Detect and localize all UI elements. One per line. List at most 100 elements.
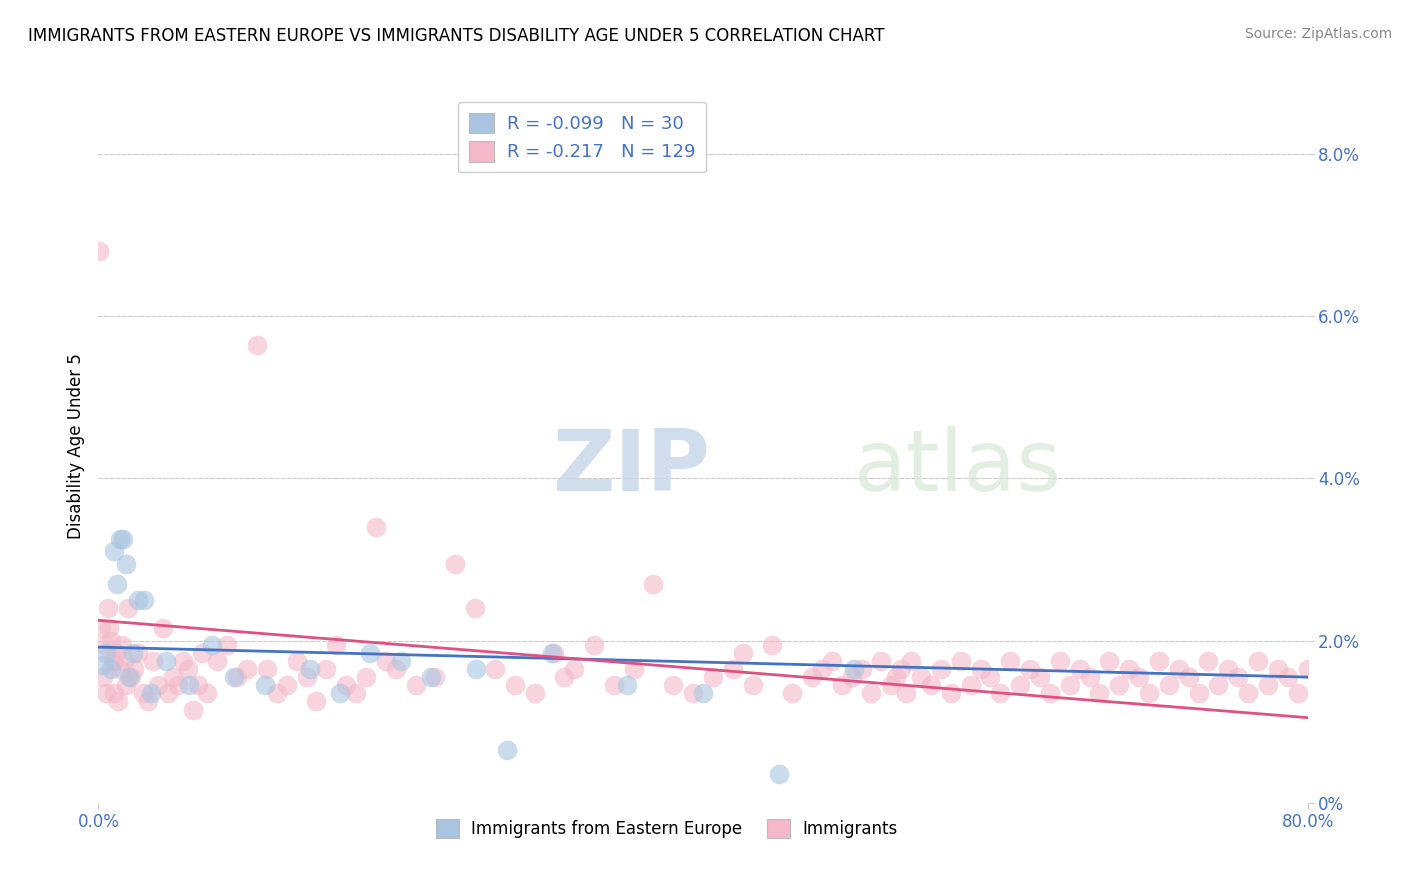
Point [90, 622, 112, 636]
Point [105, 577, 128, 591]
Point [1029, 670, 1052, 684]
Point [851, 662, 873, 676]
Point [1000, 654, 1022, 668]
Point [731, 646, 754, 660]
Point [811, 662, 834, 676]
Point [107, 694, 129, 708]
Text: ZIP: ZIP [551, 425, 710, 509]
Point [100, 662, 122, 676]
Point [929, 662, 952, 676]
Point [142, 654, 165, 668]
Point [741, 678, 763, 692]
Point [141, 686, 163, 700]
Point [484, 662, 506, 676]
Point [633, 135, 655, 149]
Point [384, 662, 406, 676]
Point [603, 678, 626, 692]
Point [503, 678, 526, 692]
Point [105, 646, 128, 660]
Point [186, 678, 208, 692]
Point [1147, 654, 1170, 668]
Point [96, 686, 118, 700]
Point [910, 670, 932, 684]
Point [94, 646, 117, 660]
Point [768, 767, 790, 781]
Point [224, 670, 246, 684]
Point [217, 638, 239, 652]
Point [132, 686, 155, 700]
Point [93, 670, 115, 684]
Point [197, 686, 219, 700]
Point [616, 678, 638, 692]
Point [226, 670, 249, 684]
Point [495, 743, 517, 757]
Point [831, 678, 853, 692]
Text: atlas: atlas [855, 425, 1062, 509]
Point [969, 662, 991, 676]
Point [360, 646, 382, 660]
Point [623, 662, 645, 676]
Point [253, 678, 276, 692]
Point [662, 678, 685, 692]
Point [191, 646, 214, 660]
Point [103, 544, 125, 558]
Point [91, 657, 114, 672]
Point [1118, 662, 1140, 676]
Y-axis label: Disability Age Under 5: Disability Age Under 5 [66, 353, 84, 539]
Point [1227, 670, 1250, 684]
Point [285, 654, 308, 668]
Point [236, 662, 259, 676]
Text: Source: ZipAtlas.com: Source: ZipAtlas.com [1244, 27, 1392, 41]
Point [111, 638, 134, 652]
Point [389, 654, 412, 668]
Point [1267, 662, 1289, 676]
Point [122, 662, 145, 676]
Point [682, 686, 704, 700]
Point [1208, 678, 1230, 692]
Point [120, 670, 142, 684]
Point [117, 601, 139, 615]
Point [1049, 654, 1071, 668]
Point [1177, 670, 1199, 684]
Point [132, 593, 155, 607]
Point [201, 638, 224, 652]
Point [1059, 678, 1081, 692]
Point [246, 337, 269, 351]
Point [1069, 662, 1091, 676]
Point [543, 646, 565, 660]
Point [354, 670, 377, 684]
Point [562, 662, 585, 676]
Point [692, 686, 714, 700]
Point [110, 662, 132, 676]
Point [152, 622, 174, 636]
Point [295, 670, 318, 684]
Point [465, 662, 488, 676]
Point [1247, 654, 1270, 668]
Point [156, 686, 179, 700]
Point [821, 654, 844, 668]
Point [179, 678, 201, 692]
Point [841, 670, 863, 684]
Point [181, 702, 204, 716]
Point [1108, 678, 1130, 692]
Point [166, 678, 188, 692]
Point [979, 670, 1001, 684]
Point [1010, 678, 1032, 692]
Point [108, 533, 131, 547]
Point [702, 670, 724, 684]
Point [553, 670, 575, 684]
Point [1137, 686, 1160, 700]
Point [276, 678, 298, 692]
Point [1088, 686, 1111, 700]
Point [114, 557, 136, 571]
Point [444, 557, 467, 571]
Point [939, 686, 962, 700]
Point [405, 678, 427, 692]
Point [136, 694, 159, 708]
Point [335, 678, 357, 692]
Point [364, 520, 387, 534]
Point [523, 686, 546, 700]
Point [844, 662, 866, 676]
Point [112, 654, 135, 668]
Point [464, 601, 486, 615]
